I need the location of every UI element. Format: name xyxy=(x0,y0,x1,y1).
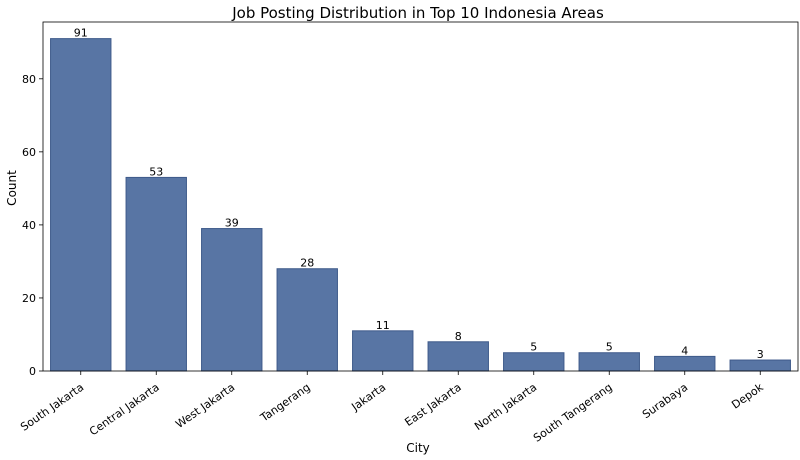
x-tick-label: South Tangerang xyxy=(531,381,615,445)
data-label: 39 xyxy=(225,217,239,230)
data-label: 5 xyxy=(530,341,537,354)
bar xyxy=(352,330,414,372)
y-tick-label: 20 xyxy=(22,292,36,305)
y-tick-label: 0 xyxy=(29,365,36,378)
bar xyxy=(654,355,716,372)
x-tick-label: Surabaya xyxy=(640,381,690,422)
data-label: 5 xyxy=(606,341,613,354)
chart-title: Job Posting Distribution in Top 10 Indon… xyxy=(231,4,604,22)
x-tick-label: Central Jakarta xyxy=(87,381,162,439)
bar xyxy=(276,268,338,372)
bar xyxy=(578,352,640,372)
bar xyxy=(125,176,187,372)
x-tick-label: East Jakarta xyxy=(402,381,463,429)
y-axis-label: Count xyxy=(5,170,19,206)
data-label: 28 xyxy=(300,257,314,270)
bar xyxy=(50,38,112,372)
plot-frame xyxy=(42,21,799,372)
x-tick-label: North Jakarta xyxy=(472,381,539,433)
x-tick-label: West Jakarta xyxy=(173,381,237,431)
data-label: 4 xyxy=(681,344,688,357)
bar xyxy=(729,359,791,372)
y-tick-label: 80 xyxy=(22,73,36,86)
y-tick-label: 60 xyxy=(22,146,36,159)
data-label: 11 xyxy=(376,319,390,332)
x-tick-label: Depok xyxy=(729,380,766,411)
bar xyxy=(503,352,565,372)
x-tick-label: South Jakarta xyxy=(18,381,86,434)
data-label: 53 xyxy=(149,165,163,178)
x-tick-label: Jakarta xyxy=(348,381,388,414)
bar xyxy=(201,228,263,372)
data-label: 3 xyxy=(757,348,764,361)
x-axis-label: City xyxy=(406,441,430,455)
data-label: 91 xyxy=(74,27,88,40)
data-label: 8 xyxy=(455,330,462,343)
bar xyxy=(427,341,489,372)
x-tick-label: Tangerang xyxy=(257,381,312,425)
y-tick-label: 40 xyxy=(22,219,36,232)
